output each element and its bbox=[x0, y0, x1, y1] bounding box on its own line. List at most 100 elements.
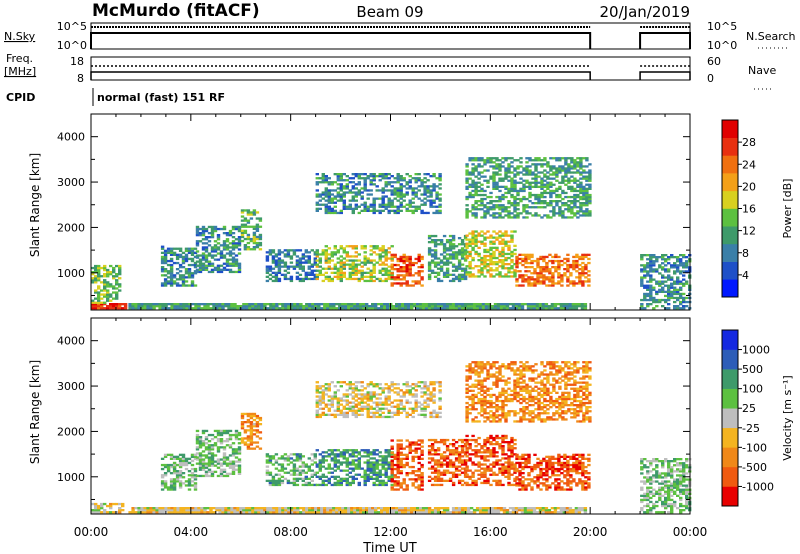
echo-cell bbox=[543, 179, 547, 182]
echo-cell bbox=[536, 278, 540, 281]
echo-cell bbox=[480, 261, 484, 264]
echo-cell bbox=[100, 281, 104, 284]
echo-cell bbox=[327, 261, 331, 264]
echo-cell bbox=[351, 245, 355, 248]
echo-cell bbox=[200, 511, 204, 514]
echo-cell bbox=[564, 175, 568, 178]
echo-cell bbox=[167, 303, 171, 306]
echo-cell bbox=[381, 463, 385, 466]
echo-cell bbox=[372, 205, 376, 208]
echo-cell bbox=[200, 307, 204, 310]
echo-cell bbox=[103, 279, 107, 282]
echo-cell bbox=[378, 175, 382, 178]
echo-cell bbox=[327, 181, 331, 184]
echo-cell bbox=[414, 209, 418, 212]
echo-cell bbox=[178, 276, 183, 279]
echo-cell bbox=[537, 214, 541, 217]
echo-cell bbox=[567, 210, 571, 213]
echo-cell bbox=[387, 257, 391, 260]
echo-cell bbox=[332, 307, 336, 310]
echo-cell bbox=[363, 481, 367, 485]
echo-cell bbox=[510, 212, 514, 215]
echo-cell bbox=[336, 183, 340, 186]
echo-cell bbox=[327, 455, 331, 458]
echo-cell bbox=[401, 507, 405, 510]
echo-cell bbox=[507, 202, 511, 205]
echo-cell bbox=[184, 270, 189, 273]
echo-cell bbox=[585, 195, 589, 199]
echo-cell bbox=[204, 268, 209, 271]
echo-cell bbox=[393, 181, 397, 184]
echo-cell bbox=[97, 285, 101, 288]
echo-cell bbox=[652, 270, 656, 273]
echo-cell bbox=[387, 201, 391, 204]
echo-cell bbox=[588, 179, 592, 182]
echo-cell bbox=[321, 267, 325, 270]
echo-cell bbox=[173, 303, 177, 306]
echo-cell bbox=[240, 219, 245, 222]
echo-cell bbox=[396, 257, 400, 261]
echo-cell bbox=[513, 269, 517, 272]
echo-cell bbox=[233, 509, 237, 512]
echo-cell bbox=[471, 163, 475, 166]
echo-cell bbox=[100, 289, 104, 292]
echo-cell bbox=[587, 274, 591, 277]
echo-cell bbox=[436, 511, 441, 514]
echo-cell bbox=[184, 457, 189, 460]
echo-cell bbox=[348, 255, 352, 258]
echo-cell bbox=[345, 465, 349, 468]
echo-cell bbox=[348, 207, 352, 210]
echo-cell bbox=[567, 216, 571, 219]
echo-cell bbox=[661, 268, 665, 271]
echo-cell bbox=[495, 159, 499, 162]
echo-cell bbox=[221, 307, 225, 310]
echo-cell bbox=[304, 477, 308, 480]
echo-cell bbox=[327, 463, 331, 466]
echo-cell bbox=[498, 273, 502, 276]
echo-cell bbox=[179, 303, 183, 306]
echo-cell bbox=[562, 509, 567, 512]
echo-cell bbox=[381, 459, 385, 462]
echo-cell bbox=[477, 240, 481, 243]
echo-cell bbox=[181, 482, 186, 485]
echo-cell bbox=[561, 197, 565, 201]
echo-cell bbox=[581, 274, 585, 277]
echo-cell bbox=[363, 187, 367, 190]
echo-cell bbox=[468, 263, 472, 266]
echo-cell bbox=[540, 159, 544, 162]
echo-cell bbox=[115, 281, 119, 284]
echo-cell bbox=[438, 187, 442, 190]
echo-cell bbox=[164, 507, 168, 510]
echo-cell bbox=[224, 509, 228, 512]
echo-cell bbox=[558, 165, 562, 168]
echo-cell bbox=[231, 452, 236, 455]
echo-cell bbox=[390, 205, 394, 208]
echo-cell bbox=[492, 206, 496, 209]
echo-cell bbox=[181, 280, 186, 283]
echo-cell bbox=[234, 244, 239, 247]
echo-cell bbox=[420, 284, 424, 287]
echo-cell bbox=[185, 305, 189, 308]
echo-cell bbox=[163, 474, 168, 477]
echo-cell bbox=[557, 282, 561, 285]
echo-cell bbox=[396, 467, 400, 471]
echo-cell bbox=[318, 483, 322, 487]
echo-cell bbox=[581, 270, 585, 273]
echo-cell bbox=[94, 507, 98, 510]
echo-cell bbox=[534, 157, 538, 160]
echo-cell bbox=[510, 193, 514, 197]
echo-cell bbox=[210, 462, 215, 465]
echo-cell bbox=[284, 305, 288, 308]
echo-cell bbox=[451, 507, 456, 510]
echo-cell bbox=[398, 507, 402, 510]
echo-cell bbox=[583, 509, 588, 512]
echo-cell bbox=[251, 307, 255, 310]
echo-cell bbox=[471, 246, 475, 249]
echo-cell bbox=[222, 268, 227, 271]
echo-cell bbox=[405, 263, 409, 267]
echo-cell bbox=[307, 257, 311, 260]
echo-cell bbox=[483, 161, 487, 164]
echo-cell bbox=[240, 211, 245, 214]
echo-cell bbox=[429, 191, 433, 194]
echo-cell bbox=[460, 257, 465, 260]
